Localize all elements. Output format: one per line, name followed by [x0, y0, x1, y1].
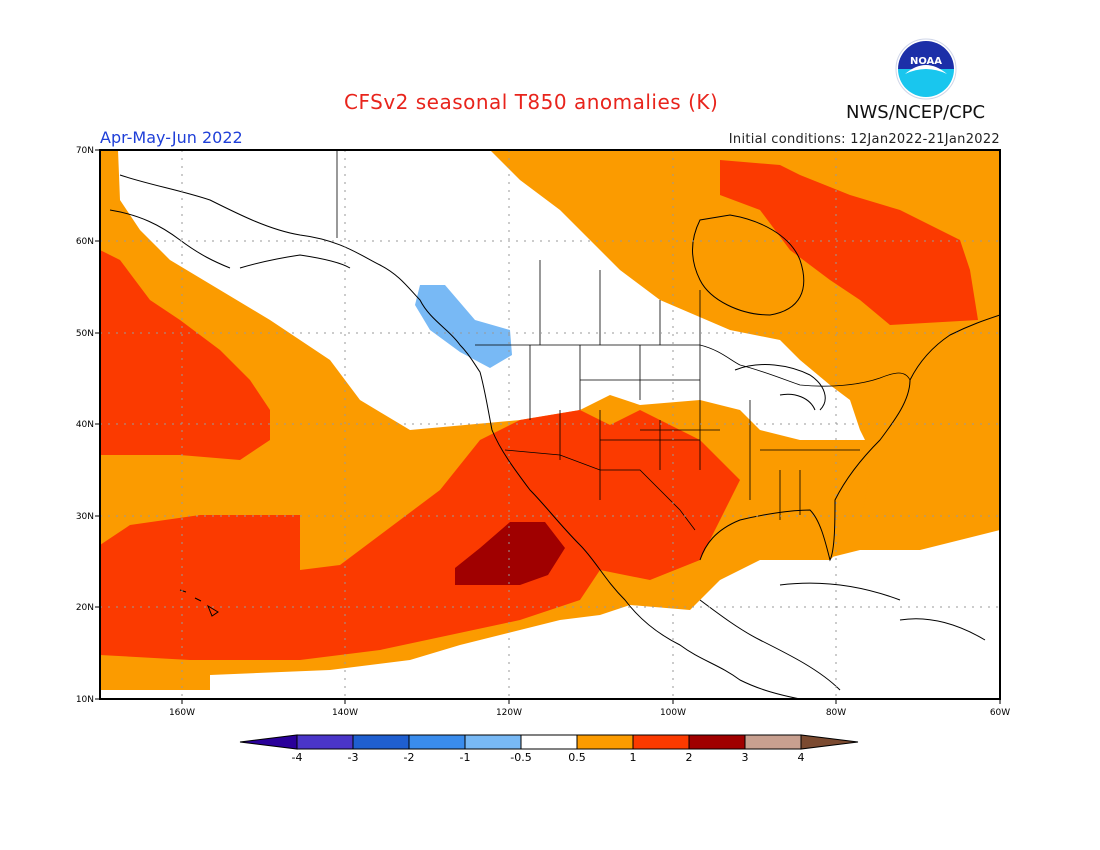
colorbar-swatch	[464, 734, 522, 750]
political-boundaries	[336, 150, 911, 531]
lat-label: 30N	[76, 512, 94, 522]
colorbar-label: 4	[798, 751, 805, 764]
red-region-north-pacific	[100, 250, 270, 460]
latitude-labels: 70N 60N 50N 40N 30N 20N 10N	[76, 146, 94, 705]
lon-label: 120W	[496, 708, 522, 718]
colorbar-swatch	[520, 734, 578, 750]
red-region-northeast-canada	[720, 160, 978, 325]
colorbar-label: 1	[630, 751, 637, 764]
central-america	[699, 599, 841, 691]
longitude-labels: 160W 140W 120W 100W 80W 60W	[169, 708, 1010, 718]
initial-conditions-label: Initial conditions: 12Jan2022-21Jan2022	[728, 132, 1000, 147]
blue-region-bc-coast	[415, 285, 512, 368]
colorbar-swatch	[688, 734, 746, 750]
noaa-logo: NOAA	[895, 38, 957, 100]
us-canada-border	[475, 344, 911, 387]
cuba-caribbean	[779, 582, 986, 641]
colorbar-label: -3	[348, 751, 359, 764]
great-lakes	[734, 364, 826, 411]
colorbar-label: -1	[460, 751, 471, 764]
lat-label: 20N	[76, 603, 94, 613]
colorbar-label: 2	[686, 751, 693, 764]
red-region-southwest-us	[100, 410, 740, 660]
colorbar-swatch	[744, 734, 802, 750]
colorbar-arrow-high	[800, 734, 859, 750]
dark-red-region-baja	[455, 522, 565, 585]
colorbar-swatch	[352, 734, 410, 750]
colorbar-label: -2	[404, 751, 415, 764]
agency-label: NWS/NCEP/CPC	[846, 102, 986, 123]
colorbar-arrow-low	[239, 734, 298, 750]
season-label: Apr-May-Jun 2022	[100, 128, 243, 147]
lat-label: 10N	[76, 695, 94, 705]
us-state-lines	[529, 345, 860, 520]
colorbar-label: -0.5	[510, 751, 531, 764]
lon-label: 140W	[332, 708, 358, 718]
alaska-coast	[109, 209, 351, 269]
north-america-west-coast	[119, 174, 801, 699]
lon-label: 80W	[826, 708, 846, 718]
tick-marks	[95, 149, 1001, 704]
lat-label: 50N	[76, 329, 94, 339]
map-title: CFSv2 seasonal T850 anomalies (K)	[344, 90, 719, 114]
colorbar-swatch	[296, 734, 354, 750]
colorbar: -4 -3 -2 -1 -0.5 0.5 1 2 3 4	[239, 734, 859, 764]
coastlines	[109, 174, 1000, 699]
hawaii	[179, 589, 219, 617]
canada-provinces	[539, 260, 701, 345]
colorbar-label: 3	[742, 751, 749, 764]
lat-label: 70N	[76, 146, 94, 156]
lon-label: 160W	[169, 708, 195, 718]
colorbar-swatch	[408, 734, 466, 750]
gulf-and-east-coast	[699, 314, 1000, 562]
colorbar-swatch	[576, 734, 634, 750]
grid-lines	[100, 150, 1000, 699]
colorbar-label: -4	[292, 751, 303, 764]
colorbar-swatch	[632, 734, 690, 750]
hudson-bay	[692, 214, 805, 316]
lon-label: 60W	[990, 708, 1010, 718]
lat-label: 60N	[76, 237, 94, 247]
lat-label: 40N	[76, 420, 94, 430]
colorbar-label: 0.5	[568, 751, 586, 764]
svg-text:NOAA: NOAA	[910, 56, 942, 67]
lon-label: 100W	[660, 708, 686, 718]
